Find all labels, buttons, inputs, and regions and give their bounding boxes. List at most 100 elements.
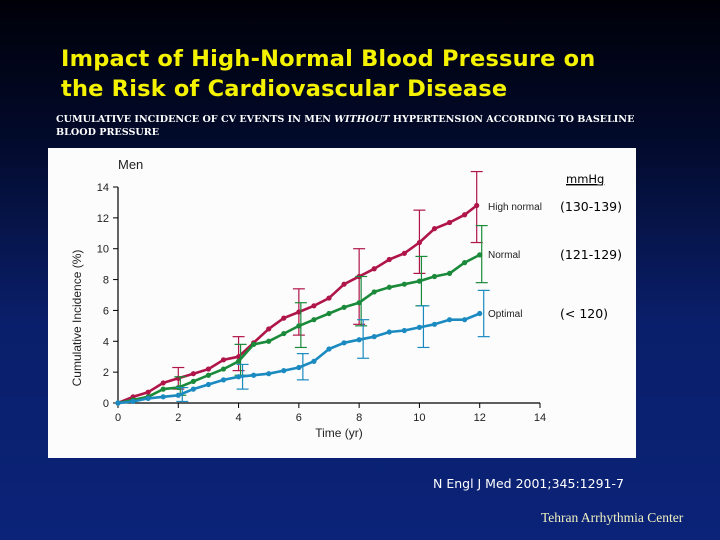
series-normal: Normal (121-129) — [115, 224, 622, 406]
y-tick-label: 4 — [103, 336, 109, 348]
y-tick-label: 6 — [103, 305, 109, 317]
data-point — [416, 324, 423, 330]
y-tick-label: 14 — [97, 182, 109, 194]
series-label: High normal — [488, 202, 542, 213]
data-point — [296, 309, 302, 315]
data-point — [190, 371, 196, 377]
data-point — [386, 329, 392, 335]
data-point — [431, 273, 438, 280]
series-range-label: (< 120) — [560, 306, 608, 321]
data-point — [462, 317, 468, 323]
series-label: Normal — [488, 250, 520, 261]
data-point — [190, 378, 196, 384]
data-point — [401, 281, 407, 287]
slide-subtitle: CUMULATIVE INCIDENCE OF CV EVENTS IN MEN… — [56, 114, 676, 139]
x-tick-label: 0 — [115, 412, 121, 424]
y-tick-label: 10 — [97, 244, 109, 256]
data-point — [266, 338, 272, 344]
axes: 0 2 4 6 8 10 12 14 0 2 4 6 8 10 12 14 — [97, 182, 546, 424]
data-point — [371, 289, 377, 295]
chart-svg: Men 0 2 4 6 8 10 12 14 0 2 4 6 8 10 12 14 High normal (1… — [70, 157, 622, 440]
data-point — [446, 219, 453, 226]
y-tick-label: 2 — [103, 367, 109, 379]
series-range-label: (121-129) — [560, 247, 622, 262]
data-point — [446, 270, 453, 276]
series-layer: High normal (130-139) Normal (121-129) Optim… — [115, 170, 622, 406]
data-point — [235, 374, 242, 380]
data-point — [386, 256, 392, 263]
data-point — [175, 392, 181, 398]
subtitle-part-1: CUMULATIVE INCIDENCE OF CV EVENTS IN MEN — [56, 114, 335, 125]
data-point — [190, 386, 196, 392]
data-point — [251, 341, 257, 347]
y-tick-label: 0 — [103, 398, 109, 410]
data-point — [266, 326, 272, 332]
subtitle-part-2: HYPERTENSION ACCORDING TO BASELINE BLOOD… — [56, 114, 635, 138]
data-point — [416, 239, 423, 246]
data-point — [205, 366, 212, 372]
y-tick-label: 8 — [103, 275, 109, 287]
data-point — [401, 327, 407, 334]
data-point — [160, 380, 166, 386]
data-point — [160, 394, 166, 400]
data-point — [266, 371, 272, 377]
data-point — [281, 315, 287, 321]
data-point — [477, 310, 483, 317]
subtitle-italic: WITHOUT — [334, 114, 390, 125]
data-point — [205, 381, 212, 388]
data-point — [371, 266, 377, 272]
data-point — [296, 364, 302, 371]
data-point — [326, 310, 332, 317]
title-line-1: Impact of High-Normal Blood Pressure on — [61, 46, 596, 72]
x-tick-label: 14 — [534, 412, 546, 424]
x-tick-label: 6 — [296, 412, 302, 424]
data-point — [462, 260, 468, 266]
data-point — [462, 212, 468, 218]
x-tick-label: 8 — [356, 412, 362, 424]
x-axis-label: Time (yr) — [315, 426, 363, 440]
data-point — [326, 346, 332, 352]
data-point — [281, 368, 287, 374]
data-point — [474, 202, 480, 209]
series-high-normal: High normal (130-139) — [115, 170, 622, 406]
footer-org: Tehran Arrhythmia Center — [541, 510, 684, 525]
data-point — [145, 389, 151, 395]
data-point — [431, 321, 438, 327]
data-point — [341, 340, 347, 346]
data-point — [341, 281, 347, 287]
data-point — [356, 300, 362, 306]
data-point — [416, 278, 423, 284]
title-line-2: the Risk of Cardiovascular Disease — [61, 76, 508, 102]
x-tick-label: 2 — [175, 412, 181, 424]
data-point — [296, 323, 302, 329]
data-point — [115, 400, 121, 406]
data-point — [160, 386, 166, 392]
data-point — [477, 252, 483, 258]
data-point — [311, 358, 317, 364]
series-range-label: (130-139) — [560, 199, 622, 214]
chart-title: Men — [118, 157, 143, 172]
x-tick-label: 10 — [413, 412, 425, 424]
data-point — [431, 226, 438, 232]
data-point — [386, 284, 392, 290]
data-point — [235, 358, 242, 364]
slide-title: Impact of High-Normal Blood Pressure on … — [61, 44, 661, 104]
citation: N Engl J Med 2001;345:1291-7 — [433, 476, 624, 491]
data-point — [371, 334, 377, 340]
data-point — [220, 366, 227, 372]
chart-panel: Men 0 2 4 6 8 10 12 14 0 2 4 6 8 10 12 14 High normal (1… — [48, 148, 636, 458]
x-tick-label: 12 — [474, 412, 486, 424]
data-point — [220, 357, 227, 363]
data-point — [326, 295, 332, 301]
data-point — [311, 317, 317, 323]
series-optimal: Optimal (< 120) — [115, 289, 608, 406]
data-point — [341, 304, 347, 310]
data-point — [401, 250, 407, 256]
data-point — [281, 330, 287, 337]
data-point — [251, 372, 257, 378]
data-point — [205, 372, 212, 378]
legend-header: mmHg — [566, 172, 604, 186]
x-tick-label: 4 — [236, 412, 242, 424]
data-point — [356, 337, 362, 343]
series-label: Optimal — [488, 309, 522, 320]
